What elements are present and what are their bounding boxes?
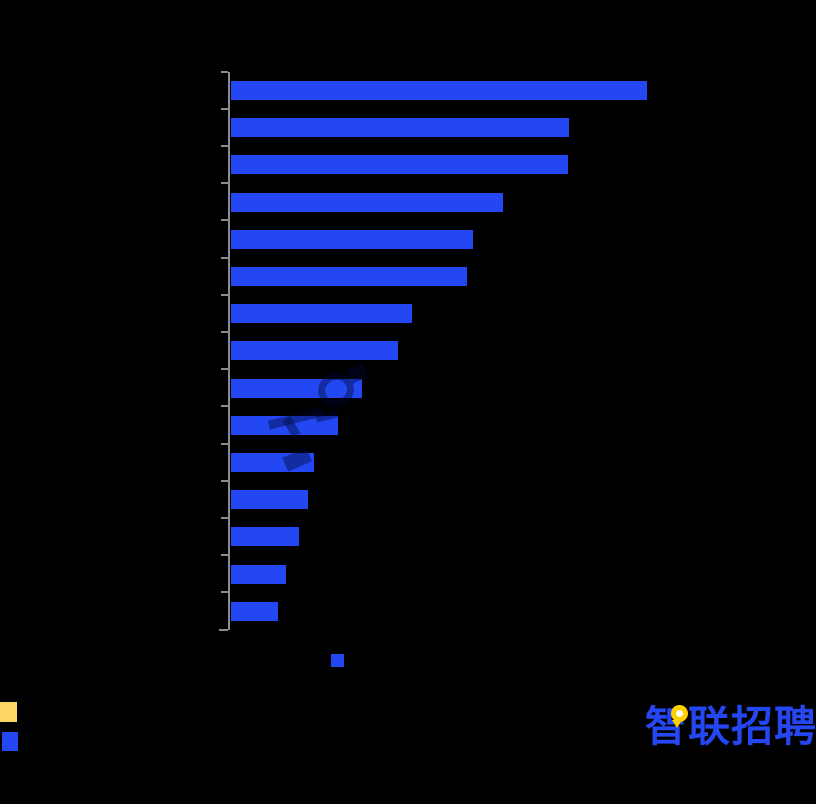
axis-tick <box>221 293 228 296</box>
bar <box>231 601 278 621</box>
axis-tick <box>221 219 228 222</box>
axis-tick <box>221 107 228 110</box>
bar <box>231 118 569 138</box>
axis-tick <box>219 628 228 631</box>
axis-tick <box>221 405 228 408</box>
bar <box>231 229 473 249</box>
bar <box>231 415 338 435</box>
axis-tick <box>221 591 228 594</box>
bar <box>231 267 467 286</box>
bar <box>231 490 308 510</box>
bar <box>231 564 286 584</box>
axis-tick <box>221 330 228 333</box>
axis-tick <box>221 554 228 557</box>
zhaopin-logo: 智联招聘 <box>645 703 816 751</box>
bar <box>231 192 503 212</box>
legend-swatch-blue <box>2 732 18 751</box>
axis-tick <box>221 70 228 73</box>
bar <box>231 341 398 361</box>
axis-tick <box>221 182 228 185</box>
axis-tick <box>221 442 228 445</box>
location-pin-icon <box>671 705 688 722</box>
bar <box>231 378 362 398</box>
bar <box>231 81 647 100</box>
location-pin-tail-icon <box>672 720 682 728</box>
axis-tick <box>221 479 228 482</box>
axis-tick <box>221 368 228 371</box>
legend-swatch-yellow <box>0 702 17 722</box>
y-axis-line <box>228 71 230 630</box>
bar <box>231 527 299 547</box>
bar <box>231 304 412 324</box>
bar <box>231 453 314 472</box>
axis-legend-marker <box>331 654 344 667</box>
bar <box>231 155 568 175</box>
axis-tick <box>221 144 228 147</box>
axis-tick <box>221 256 228 259</box>
axis-tick <box>221 516 228 519</box>
